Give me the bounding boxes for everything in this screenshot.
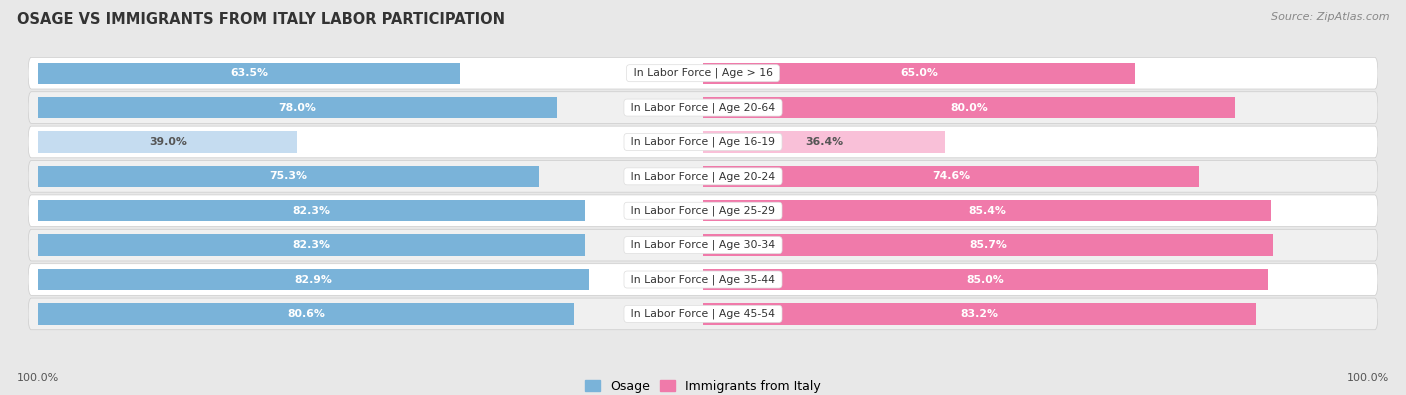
Text: 82.3%: 82.3% — [292, 240, 330, 250]
Text: 36.4%: 36.4% — [806, 137, 844, 147]
Bar — [38, 62, 460, 84]
Text: 80.0%: 80.0% — [950, 103, 988, 113]
Bar — [703, 131, 945, 152]
Text: 100.0%: 100.0% — [1347, 373, 1389, 383]
FancyBboxPatch shape — [28, 229, 1378, 261]
Bar — [703, 200, 1271, 222]
Text: 74.6%: 74.6% — [932, 171, 970, 181]
Bar — [38, 200, 585, 222]
Text: 85.7%: 85.7% — [969, 240, 1007, 250]
Bar — [38, 303, 574, 325]
Text: OSAGE VS IMMIGRANTS FROM ITALY LABOR PARTICIPATION: OSAGE VS IMMIGRANTS FROM ITALY LABOR PAR… — [17, 12, 505, 27]
Text: Source: ZipAtlas.com: Source: ZipAtlas.com — [1271, 12, 1389, 22]
Bar — [38, 97, 557, 118]
Bar — [38, 131, 298, 152]
Bar — [38, 269, 589, 290]
Text: In Labor Force | Age 35-44: In Labor Force | Age 35-44 — [627, 274, 779, 285]
Text: In Labor Force | Age 45-54: In Labor Force | Age 45-54 — [627, 308, 779, 319]
Text: 39.0%: 39.0% — [149, 137, 187, 147]
Text: 80.6%: 80.6% — [287, 309, 325, 319]
FancyBboxPatch shape — [28, 92, 1378, 123]
Bar — [703, 166, 1199, 187]
Bar — [703, 62, 1135, 84]
FancyBboxPatch shape — [28, 298, 1378, 330]
FancyBboxPatch shape — [28, 160, 1378, 192]
FancyBboxPatch shape — [28, 126, 1378, 158]
Text: 78.0%: 78.0% — [278, 103, 316, 113]
Bar — [703, 235, 1272, 256]
Bar — [703, 303, 1256, 325]
Text: 75.3%: 75.3% — [270, 171, 308, 181]
Text: 63.5%: 63.5% — [231, 68, 269, 78]
Text: In Labor Force | Age 16-19: In Labor Force | Age 16-19 — [627, 137, 779, 147]
FancyBboxPatch shape — [28, 57, 1378, 89]
Bar — [703, 97, 1234, 118]
Legend: Osage, Immigrants from Italy: Osage, Immigrants from Italy — [581, 375, 825, 395]
FancyBboxPatch shape — [28, 264, 1378, 295]
Text: In Labor Force | Age 20-24: In Labor Force | Age 20-24 — [627, 171, 779, 182]
Bar — [703, 269, 1268, 290]
Text: In Labor Force | Age 30-34: In Labor Force | Age 30-34 — [627, 240, 779, 250]
Text: 82.9%: 82.9% — [295, 275, 333, 284]
FancyBboxPatch shape — [28, 195, 1378, 227]
Text: 65.0%: 65.0% — [900, 68, 938, 78]
Text: 83.2%: 83.2% — [960, 309, 998, 319]
Text: 82.3%: 82.3% — [292, 206, 330, 216]
Text: In Labor Force | Age 20-64: In Labor Force | Age 20-64 — [627, 102, 779, 113]
Text: In Labor Force | Age > 16: In Labor Force | Age > 16 — [630, 68, 776, 79]
Text: In Labor Force | Age 25-29: In Labor Force | Age 25-29 — [627, 205, 779, 216]
Text: 85.0%: 85.0% — [967, 275, 1004, 284]
Bar — [38, 166, 538, 187]
Bar — [38, 235, 585, 256]
Text: 100.0%: 100.0% — [17, 373, 59, 383]
Text: 85.4%: 85.4% — [967, 206, 1005, 216]
